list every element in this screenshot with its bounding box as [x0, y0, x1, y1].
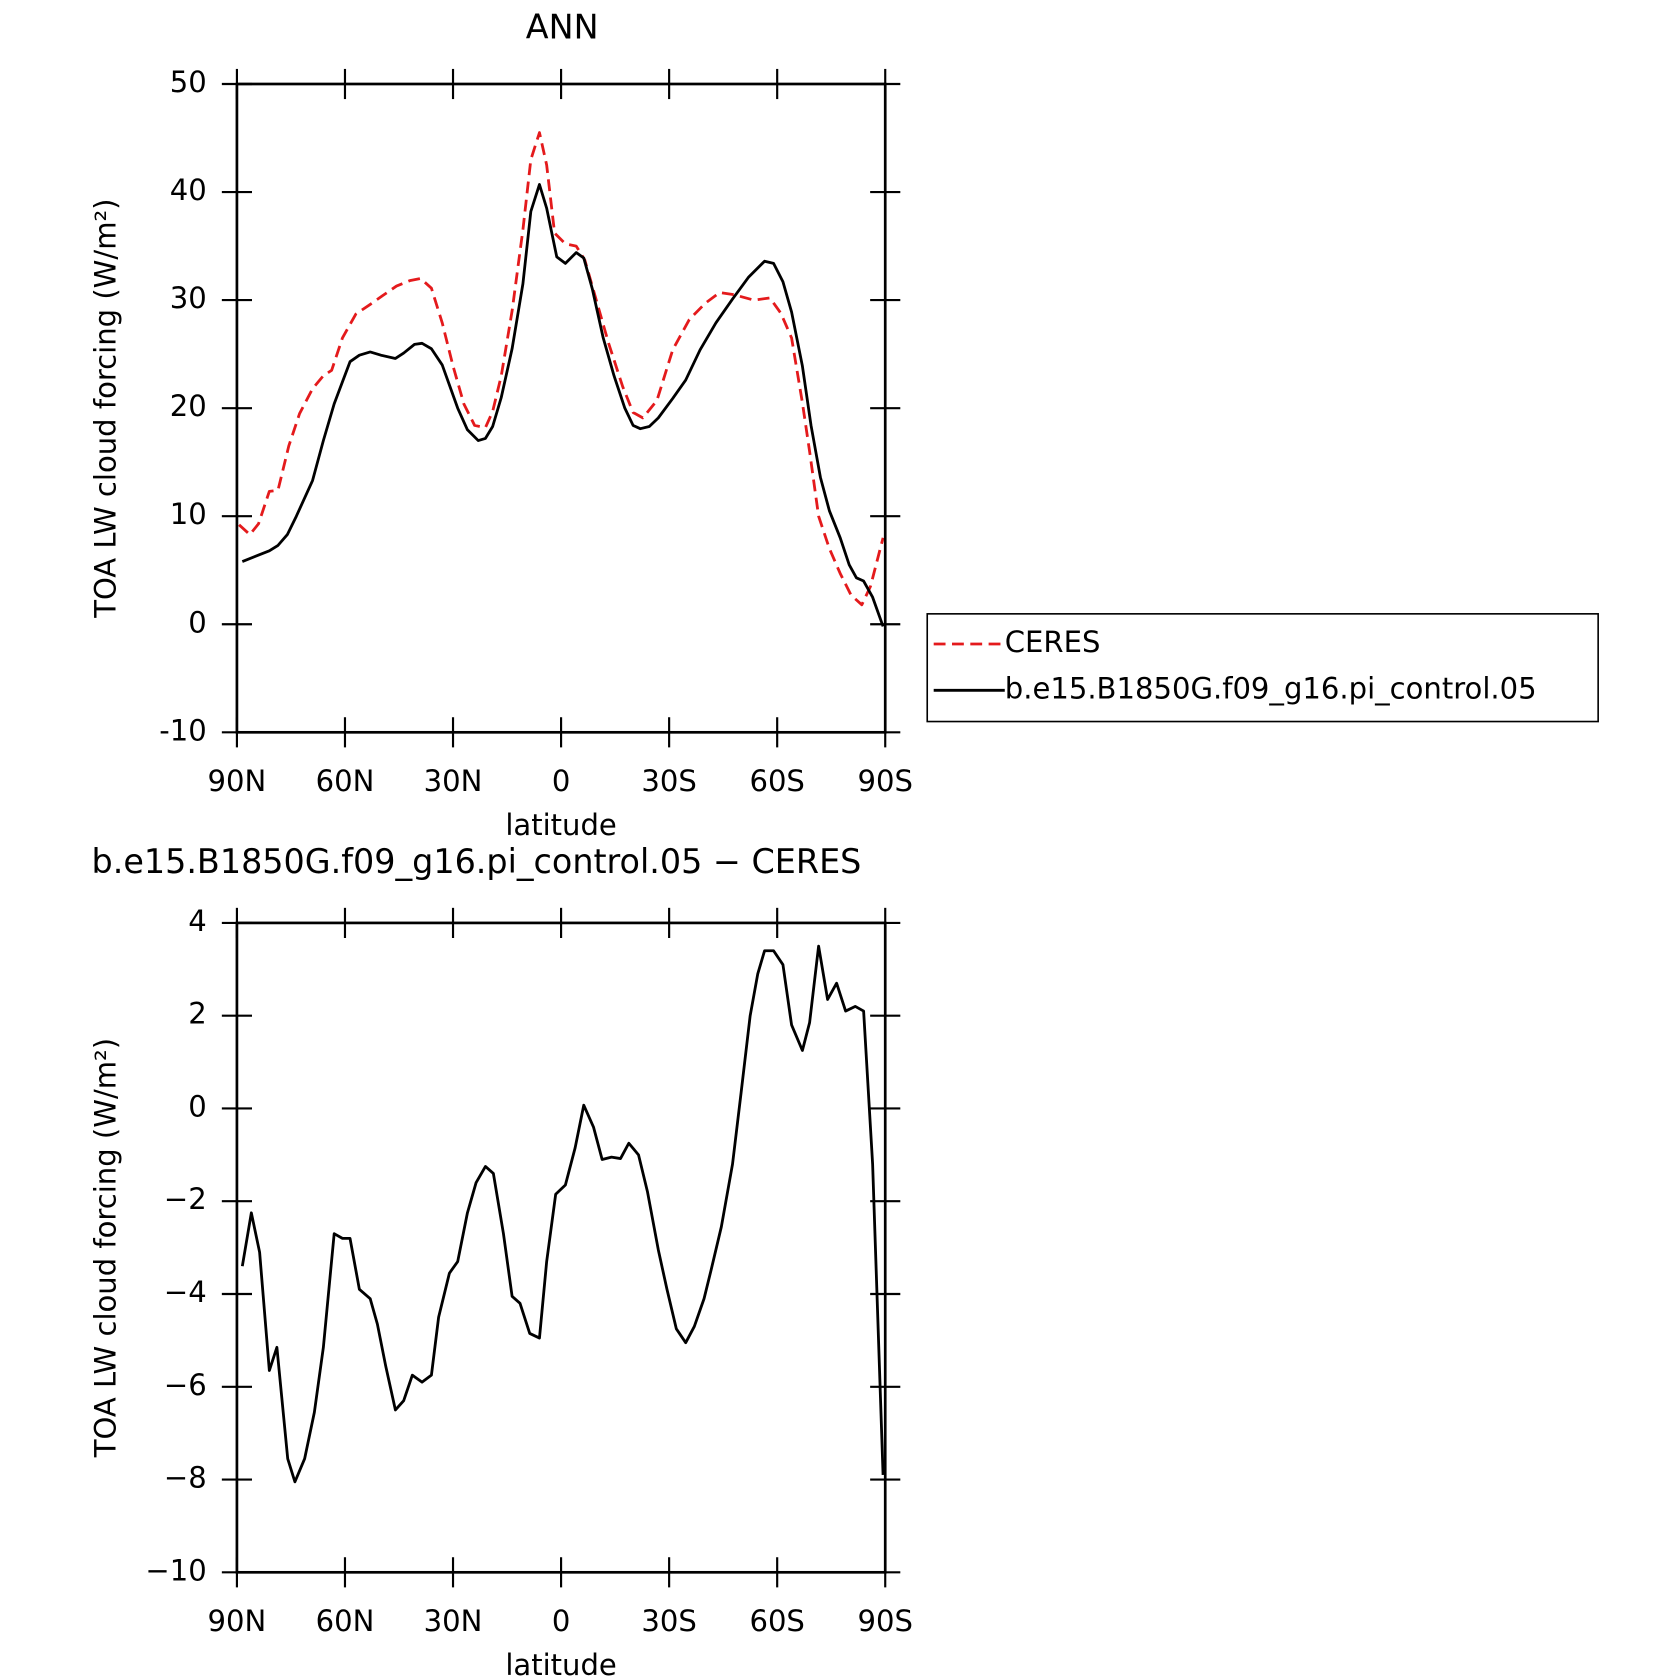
plot-frame — [235, 82, 887, 734]
x-axis-label: latitude — [505, 808, 617, 842]
data-line — [240, 944, 885, 1484]
legend-label: b.e15.B1850G.f09_g16.pi_control.05 — [1005, 671, 1537, 705]
x-tick-label: 0 — [552, 764, 571, 798]
y-tick-label: 0 — [188, 1089, 207, 1123]
y-tick-label: 20 — [170, 389, 207, 423]
y-tick-label: 0 — [188, 605, 207, 639]
y-axis-label: TOA LW cloud forcing (W/m²) — [89, 1038, 123, 1458]
x-tick-label: 30S — [641, 1604, 696, 1638]
x-tick-label: 90S — [858, 764, 913, 798]
x-tick-label: 30S — [641, 764, 696, 798]
y-tick-label: 10 — [170, 497, 207, 531]
x-tick-label: 60S — [749, 1604, 804, 1638]
data-line — [241, 183, 885, 627]
y-tick-label: -10 — [159, 713, 206, 747]
y-tick-label: −8 — [164, 1461, 207, 1495]
x-tick-label: 60N — [316, 1604, 375, 1638]
x-tick-label: 30N — [424, 764, 483, 798]
y-tick-label: 40 — [170, 173, 207, 207]
y-tick-label: 2 — [188, 997, 207, 1031]
x-tick-label: 90N — [208, 1604, 267, 1638]
x-tick-label: 0 — [552, 1604, 571, 1638]
plot-frame — [235, 921, 887, 1574]
x-tick-label: 90N — [208, 764, 267, 798]
chart-title: b.e15.B1850G.f09_g16.pi_control.05 − CER… — [92, 842, 862, 881]
legend-label: CERES — [1005, 625, 1101, 659]
data-line — [238, 131, 885, 607]
y-tick-label: −6 — [164, 1368, 207, 1402]
y-tick-label: −2 — [164, 1182, 207, 1216]
x-tick-label: 60N — [316, 764, 375, 798]
x-tick-label: 60S — [749, 764, 804, 798]
y-tick-label: −4 — [164, 1275, 207, 1309]
x-tick-label: 30N — [424, 1604, 483, 1638]
y-tick-label: 30 — [170, 281, 207, 315]
x-tick-label: 90S — [858, 1604, 913, 1638]
y-tick-label: 50 — [170, 65, 207, 99]
y-axis-label: TOA LW cloud forcing (W/m²) — [89, 198, 123, 618]
y-tick-label: −10 — [145, 1553, 206, 1587]
legend-box — [926, 613, 1599, 723]
x-axis-label: latitude — [505, 1648, 617, 1680]
chart-title: ANN — [526, 8, 599, 47]
y-tick-label: 4 — [188, 904, 207, 938]
